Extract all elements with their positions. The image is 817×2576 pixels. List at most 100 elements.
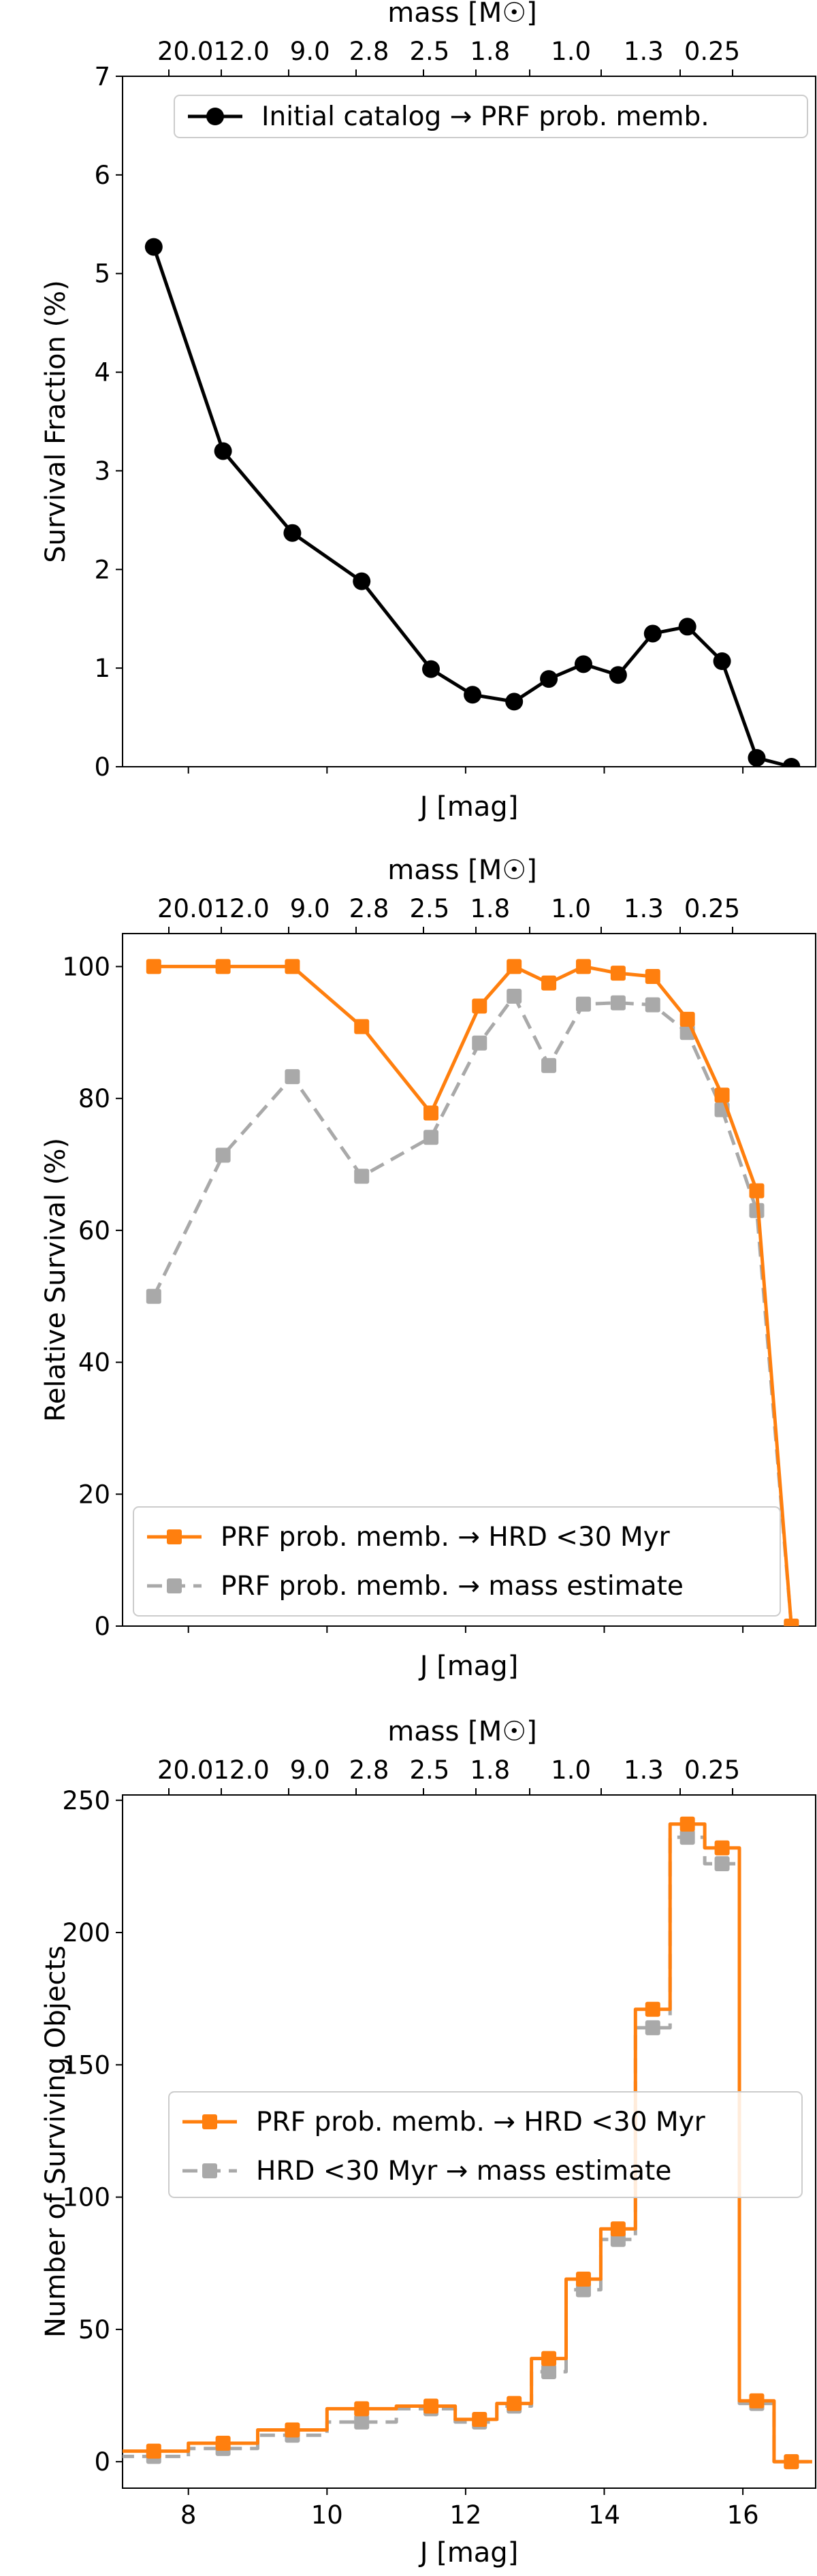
legend-box [133, 1506, 781, 1617]
y-tick-label: 0 [94, 1612, 110, 1641]
data-point [678, 618, 696, 636]
data-point [714, 1087, 730, 1103]
data-point [505, 693, 524, 711]
y-tick-label: 4 [94, 358, 110, 387]
data-point [472, 2411, 487, 2427]
legend-marker [167, 1578, 182, 1593]
legend: Initial catalog → PRF prob. memb. [174, 95, 808, 138]
data-point [784, 2454, 799, 2470]
plot-area [146, 959, 799, 1626]
top-tick-label: 20.0 [157, 894, 213, 923]
top-tick-labels: 20.012.0 9.0 2.8 2.5 1.8 1.0 1.3 0.25 [157, 894, 740, 923]
data-point [283, 524, 302, 542]
data-point [215, 959, 231, 974]
legend-entry: PRF prob. memb. → HRD <30 Myr [182, 2107, 706, 2137]
top-tick-label: 0.25 [684, 37, 740, 66]
legend-box [168, 2091, 803, 2198]
data-point [610, 995, 626, 1011]
data-point [541, 2351, 557, 2366]
plot-area [144, 238, 801, 767]
plot-frame [122, 933, 816, 1627]
top-tick-label: 1.3 [624, 1755, 664, 1785]
y-tick-label: 50 [78, 2315, 110, 2344]
x-axis-label: J [mag] [418, 791, 519, 823]
data-point [146, 959, 161, 974]
chart-panel-3: 0 50 100 150 200 250 8 10 12 14 16 20.012.0 9.0 2.8 2.… [40, 1716, 816, 2569]
top-tick-label: 12.0 [213, 37, 269, 66]
x-tick-label: 8 [180, 2500, 197, 2530]
y-tick-label: 0 [94, 2447, 110, 2477]
top-tick-labels: 20.012.0 9.0 2.8 2.5 1.8 1.0 1.3 0.25 [157, 1755, 740, 1785]
data-point [784, 1619, 799, 1626]
top-tick-label: 12.0 [213, 1755, 269, 1785]
y-axis-label: Survival Fraction (%) [40, 280, 71, 563]
y-axis-label: Relative Survival (%) [40, 1138, 71, 1422]
top-tick-label: 2.8 [349, 894, 389, 923]
data-point [610, 2221, 626, 2237]
data-point [714, 1856, 730, 1872]
y-tick-label: 60 [78, 1216, 110, 1245]
top-tick-label: 1.8 [470, 894, 510, 923]
data-point [645, 997, 660, 1013]
top-axis-label: mass [M☉] [387, 1716, 536, 1747]
y-tick-label: 150 [62, 2050, 110, 2080]
data-point [285, 1069, 300, 1085]
data-point [422, 660, 440, 678]
data-point [645, 968, 660, 984]
data-point [423, 2398, 439, 2414]
data-point [679, 1816, 695, 1832]
top-axis-label: mass [M☉] [387, 0, 536, 29]
y-tick-label: 2 [94, 555, 110, 584]
top-tick-label: 2.5 [409, 1755, 449, 1785]
top-tick-label: 9.0 [290, 37, 330, 66]
data-point [575, 2272, 591, 2287]
top-tick-label: 1.0 [551, 37, 591, 66]
data-point [541, 2364, 557, 2380]
top-tick-label: 12.0 [213, 894, 269, 923]
series-prf-prob-memb-hrd-30-myr [123, 1816, 812, 2470]
data-point [214, 442, 232, 460]
data-point [679, 1011, 695, 1027]
y-tick-label: 80 [78, 1084, 110, 1113]
top-tick-label: 1.3 [624, 894, 664, 923]
data-point [354, 1019, 370, 1034]
legend-label: Initial catalog → PRF prob. memb. [261, 101, 709, 132]
data-point [749, 1183, 765, 1198]
top-tick-label: 20.0 [157, 1755, 213, 1785]
data-point [645, 2020, 660, 2035]
x-axis-label: J [mag] [418, 1651, 519, 1682]
top-tick-label: 20.0 [157, 37, 213, 66]
top-tick-label: 1.8 [470, 37, 510, 66]
data-point [714, 1840, 730, 1856]
data-point [472, 998, 487, 1014]
data-point [679, 1830, 695, 1845]
legend-label: PRF prob. memb. → HRD <30 Myr [256, 2107, 706, 2137]
y-tick-label: 20 [78, 1480, 110, 1509]
data-point [749, 2393, 765, 2408]
top-tick-labels: 20.012.0 9.0 2.8 2.5 1.8 1.0 1.3 0.25 [157, 37, 740, 66]
data-point [146, 1288, 161, 1304]
plot-frame [122, 1794, 816, 2489]
data-point [507, 2396, 522, 2411]
data-point [782, 758, 801, 767]
legend: PRF prob. memb. → HRD <30 Myr PRF prob. m… [133, 1506, 781, 1617]
top-tick-label: 2.5 [409, 37, 449, 66]
data-point [575, 959, 591, 974]
x-tick-label: 10 [311, 2500, 343, 2530]
y-tick-label: 7 [94, 62, 110, 91]
top-tick-label: 9.0 [290, 1755, 330, 1785]
y-tick-label: 0 [94, 752, 110, 782]
data-point [215, 2435, 231, 2451]
top-tick-label: 0.25 [684, 894, 740, 923]
data-point [285, 2422, 300, 2438]
y-tick-label: 250 [62, 1786, 110, 1815]
legend-label: PRF prob. memb. → mass estimate [221, 1571, 684, 1602]
data-point [354, 1168, 370, 1184]
top-tick-label: 1.8 [470, 1755, 510, 1785]
top-axis-label: mass [M☉] [387, 855, 536, 886]
legend-marker [206, 108, 224, 125]
top-tick-label: 2.5 [409, 894, 449, 923]
legend-label: PRF prob. memb. → HRD <30 Myr [221, 1522, 671, 1553]
x-axis-label: J [mag] [418, 2537, 519, 2569]
data-point [713, 652, 731, 671]
